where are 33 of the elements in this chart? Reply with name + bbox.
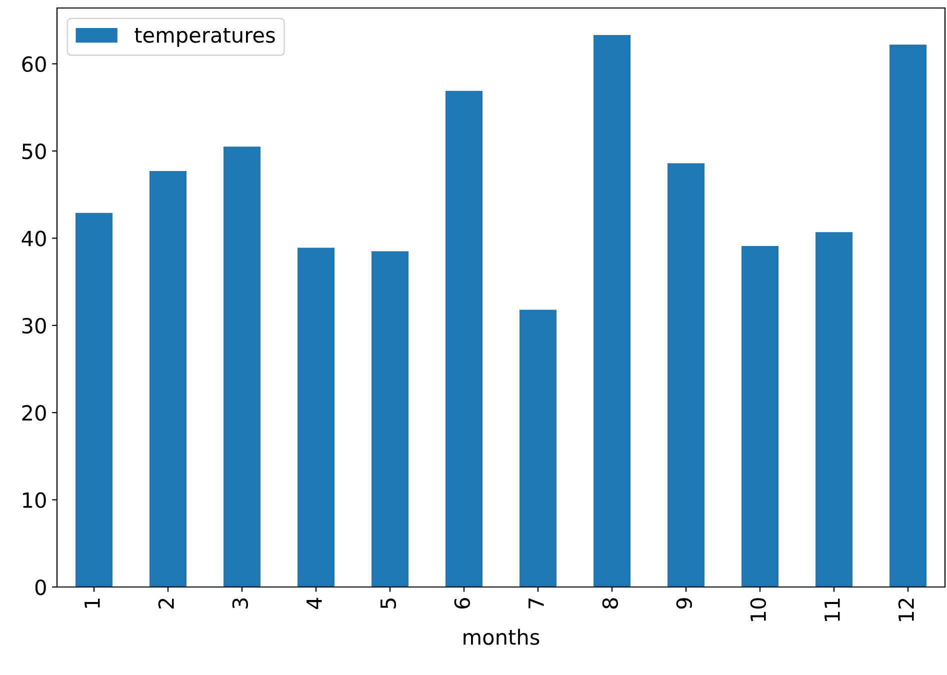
x-axis-title: months [464, 628, 540, 645]
bar [742, 246, 778, 587]
y-tick-label: 30 [22, 318, 46, 334]
bar [298, 248, 334, 587]
bar [150, 171, 186, 587]
x-tick-label: 4 [306, 598, 322, 609]
bar [446, 90, 482, 587]
x-tick-label: 5 [380, 598, 396, 608]
x-tick-label: 10 [750, 598, 766, 621]
bar [594, 35, 630, 587]
y-tick-label: 40 [22, 230, 46, 246]
bar [890, 44, 926, 587]
x-tick-label: 8 [602, 598, 618, 609]
x-tick-label: 9 [676, 598, 692, 609]
y-tick-label: 10 [23, 492, 46, 508]
y-tick-label: 60 [22, 56, 46, 72]
x-tick-label: 2 [158, 598, 174, 608]
y-tick-label: 50 [22, 143, 46, 160]
bar [520, 310, 556, 587]
bar [816, 232, 852, 587]
x-tick-label: 6 [454, 598, 470, 609]
x-tick-label: 12 [898, 598, 914, 621]
y-tick-label: 0 [35, 579, 46, 596]
bar [76, 212, 112, 587]
legend-label: temperatures [134, 28, 275, 47]
y-tick-label: 20 [22, 405, 46, 421]
bar [224, 146, 260, 587]
bar [668, 163, 704, 587]
x-tick-label: 7 [528, 598, 544, 608]
x-tick-label: 1 [84, 598, 100, 608]
x-tick-label: 3 [232, 598, 248, 608]
x-tick-label: 11 [824, 598, 840, 621]
bar [372, 251, 408, 587]
